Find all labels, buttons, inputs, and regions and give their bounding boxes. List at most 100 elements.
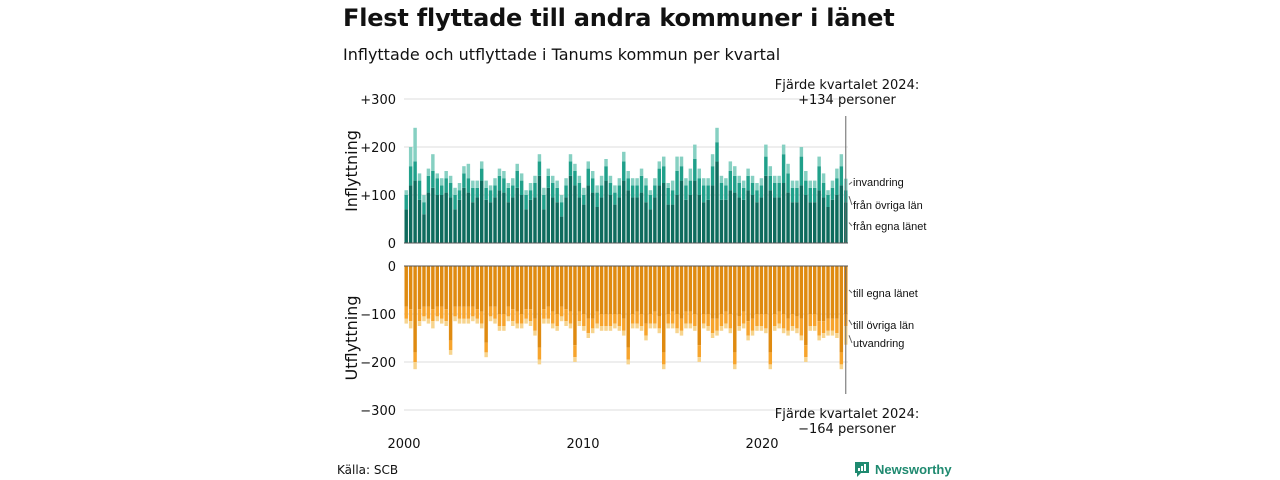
bar-out-till-övriga-län bbox=[826, 318, 830, 331]
bar-out-utvandring bbox=[471, 316, 475, 322]
bar-out-utvandring bbox=[670, 323, 675, 329]
bar-in-från-övriga-län bbox=[737, 183, 741, 198]
bar-in-från-övriga-län bbox=[511, 185, 515, 198]
bar-in-från-egna-länet bbox=[484, 199, 488, 243]
bar-in-från-egna-länet bbox=[542, 209, 546, 243]
bar-in-från-egna-länet bbox=[617, 197, 622, 243]
bar-out-utvandring bbox=[728, 328, 733, 334]
page-title: Flest flyttade till andra kommuner i län… bbox=[343, 4, 895, 32]
bar-in-från-egna-länet bbox=[821, 197, 826, 243]
bar-out-till-övriga-län bbox=[817, 321, 821, 336]
bar-out-utvandring bbox=[457, 318, 462, 324]
bar-in-från-egna-länet bbox=[533, 197, 537, 243]
bar-out-till-övriga-län bbox=[653, 311, 657, 324]
bar-out-till-egna-länet bbox=[524, 266, 528, 310]
bar-in-från-egna-länet bbox=[648, 209, 653, 243]
bar-out-utvandring bbox=[835, 333, 839, 338]
bar-out-till-egna-länet bbox=[515, 266, 519, 312]
bar-in-från-egna-länet bbox=[404, 209, 408, 243]
bar-in-från-övriga-län bbox=[515, 171, 519, 188]
bar-in-invandring bbox=[821, 173, 826, 183]
bar-out-till-egna-länet bbox=[666, 266, 670, 314]
bar-out-till-övriga-län bbox=[582, 314, 586, 326]
bar-in-från-egna-länet bbox=[697, 195, 701, 243]
bar-in-från-övriga-län bbox=[799, 156, 804, 186]
bar-out-utvandring bbox=[519, 323, 524, 329]
bar-in-från-övriga-län bbox=[741, 187, 746, 200]
bar-out-till-övriga-län bbox=[515, 311, 519, 324]
bar-out-utvandring bbox=[422, 316, 426, 322]
bar-in-från-egna-länet bbox=[644, 202, 648, 243]
y-axis-label: Utflyttning bbox=[342, 296, 361, 381]
bar-out-till-egna-länet bbox=[835, 266, 839, 319]
legend-leader bbox=[848, 319, 853, 326]
bar-in-från-egna-länet bbox=[795, 202, 799, 243]
source-note: Källa: SCB bbox=[337, 463, 399, 477]
bar-in-från-övriga-län bbox=[693, 159, 697, 181]
bar-in-från-egna-länet bbox=[435, 195, 440, 243]
bar-out-till-egna-länet bbox=[599, 266, 604, 314]
bar-out-till-övriga-län bbox=[551, 311, 555, 324]
y-axis-label: Inflyttning bbox=[342, 130, 361, 212]
bar-in-från-övriga-län bbox=[701, 185, 706, 203]
bar-out-utvandring bbox=[688, 323, 693, 329]
bar-out-till-egna-länet bbox=[622, 266, 626, 319]
bar-out-utvandring bbox=[741, 323, 746, 329]
bar-in-från-övriga-län bbox=[422, 202, 426, 215]
bar-in-från-egna-länet bbox=[741, 199, 746, 243]
bar-in-invandring bbox=[564, 178, 568, 186]
bar-in-från-övriga-län bbox=[608, 183, 613, 195]
bar-out-till-egna-länet bbox=[422, 266, 426, 307]
bar-out-utvandring bbox=[551, 323, 555, 329]
bar-out-utvandring bbox=[662, 364, 666, 370]
bar-out-utvandring bbox=[648, 323, 653, 329]
bar-in-från-övriga-län bbox=[466, 178, 471, 193]
bar-out-till-egna-länet bbox=[750, 266, 755, 319]
bar-out-utvandring bbox=[773, 326, 777, 331]
bar-in-från-egna-länet bbox=[613, 204, 617, 243]
bar-in-från-egna-länet bbox=[595, 207, 599, 243]
bar-in-från-egna-länet bbox=[773, 197, 777, 243]
y-tick-label: −300 bbox=[360, 404, 396, 419]
bar-in-från-övriga-län bbox=[750, 183, 755, 195]
bar-in-från-övriga-län bbox=[568, 161, 573, 176]
bar-in-från-egna-länet bbox=[577, 197, 582, 243]
bar-in-från-egna-länet bbox=[662, 183, 666, 243]
bar-in-från-egna-länet bbox=[555, 202, 559, 243]
bar-in-från-övriga-län bbox=[577, 183, 582, 198]
bar-out-utvandring bbox=[635, 323, 639, 329]
bar-in-från-övriga-län bbox=[804, 180, 808, 195]
bar-out-till-egna-länet bbox=[471, 266, 475, 307]
bar-out-utvandring bbox=[462, 318, 466, 324]
bar-in-från-egna-länet bbox=[488, 202, 493, 243]
bar-in-från-övriga-län bbox=[475, 187, 479, 198]
bar-out-till-övriga-län bbox=[657, 316, 662, 329]
bar-out-till-övriga-län bbox=[710, 318, 715, 334]
bar-in-invandring bbox=[608, 175, 613, 183]
bar-in-invandring bbox=[719, 175, 724, 183]
bar-out-till-övriga-län bbox=[764, 314, 768, 329]
bar-out-utvandring bbox=[617, 326, 622, 331]
bar-out-till-övriga-län bbox=[790, 314, 795, 326]
brand-logo[interactable]: Newsworthy bbox=[854, 461, 952, 478]
bar-out-till-övriga-län bbox=[475, 309, 479, 319]
bar-in-från-egna-länet bbox=[515, 187, 519, 243]
bar-in-från-egna-länet bbox=[573, 185, 577, 243]
bar-out-utvandring bbox=[577, 321, 582, 326]
bar-out-till-egna-länet bbox=[635, 266, 639, 312]
bar-in-från-egna-länet bbox=[564, 197, 568, 243]
bar-in-från-övriga-län bbox=[599, 185, 604, 198]
bar-in-från-övriga-län bbox=[662, 166, 666, 183]
bar-out-utvandring bbox=[528, 321, 533, 326]
bar-out-utvandring bbox=[488, 316, 493, 322]
bar-out-till-övriga-län bbox=[701, 314, 706, 324]
bar-out-utvandring bbox=[515, 323, 519, 329]
bar-in-invandring bbox=[462, 166, 466, 174]
bar-out-till-egna-länet bbox=[440, 266, 444, 307]
bar-in-invandring bbox=[515, 163, 519, 171]
bar-out-utvandring bbox=[404, 318, 408, 324]
bar-in-invandring bbox=[839, 154, 844, 167]
bar-out-till-egna-länet bbox=[537, 266, 542, 348]
bar-in-invandring bbox=[817, 156, 821, 167]
bar-out-till-övriga-län bbox=[626, 347, 630, 360]
